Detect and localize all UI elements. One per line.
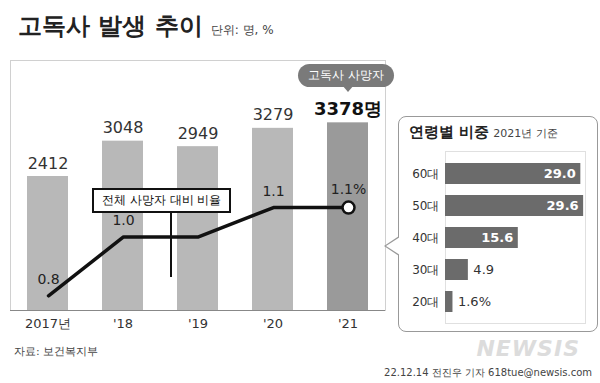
svg-text:2412: 2412 [28, 154, 69, 173]
html-text:연령별 비중 2021년 기준: 연령별 비중 2021년 기준 [409, 123, 558, 141]
svg-text:'18: '18 [113, 316, 133, 331]
svg-text:50대: 50대 [412, 199, 439, 213]
svg-text:29.6: 29.6 [547, 198, 579, 213]
svg-text:20대: 20대 [412, 295, 439, 309]
html-text:NEWSIS: NEWSIS [476, 336, 580, 361]
svg-text:30대: 30대 [412, 263, 439, 277]
svg-text:1.1%: 1.1% [331, 181, 367, 197]
svg-text:3378명: 3378명 [314, 98, 382, 119]
svg-text:2949: 2949 [178, 124, 219, 143]
svg-text:60대: 60대 [412, 167, 439, 181]
html-text:고독사 사망자: 고독사 사망자 [308, 68, 384, 82]
svg-text:0.8: 0.8 [37, 271, 59, 287]
html-text:고독사 발생 추이 단위: 명, %: 고독사 발생 추이 단위: 명, % [18, 12, 274, 40]
svg-text:3279: 3279 [253, 105, 294, 124]
svg-text:'20: '20 [263, 316, 283, 331]
svg-text:'19: '19 [188, 316, 208, 331]
svg-text:3048: 3048 [103, 118, 144, 137]
svg-text:40대: 40대 [412, 231, 439, 245]
svg-text:29.0: 29.0 [544, 166, 576, 181]
svg-text:1.0: 1.0 [112, 212, 134, 228]
svg-text:2017년: 2017년 [25, 316, 71, 331]
html-text:22.12.14 전진우 기자 618tue@newsis.: 22.12.14 전진우 기자 618tue@newsis.com [384, 367, 592, 378]
svg-text:1.6%: 1.6% [458, 294, 491, 309]
svg-text:15.6: 15.6 [481, 230, 513, 245]
svg-text:1.1: 1.1 [262, 183, 284, 199]
svg-text:'21: '21 [338, 316, 358, 331]
html-text:전체 사망자 대비 비율: 전체 사망자 대비 비율 [102, 193, 222, 207]
svg-text:4.9: 4.9 [473, 262, 494, 277]
html-text:자료: 보건복지부: 자료: 보건복지부 [14, 345, 99, 358]
